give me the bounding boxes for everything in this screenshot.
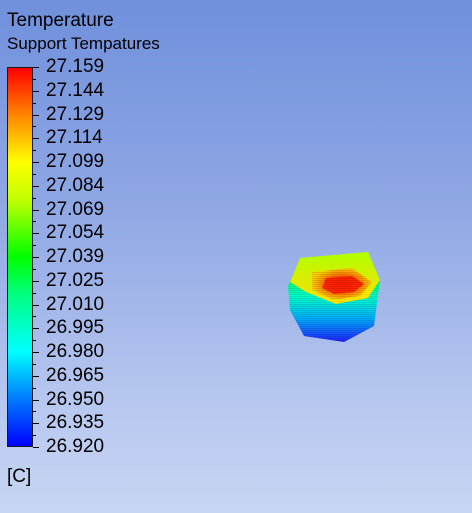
color-scale-label: 26.920 [46,436,105,457]
color-scale-label: 27.159 [46,56,105,77]
color-scale-tick [33,257,39,258]
color-scale-minor-tick [33,221,36,223]
color-scale-label: 27.099 [46,151,105,172]
unit-label: [C] [7,466,32,487]
legend-subtitle: Support Tempatures [7,34,160,53]
color-scale-label: 27.025 [46,269,105,291]
color-scale-tick [33,280,39,282]
color-scale-minor-tick [33,268,36,270]
color-scale-tick [33,328,39,330]
color-scale-tick [33,352,39,353]
color-scale-label: 27.054 [46,222,105,244]
color-scale-minor-tick [33,435,36,437]
color-scale-ticks [33,67,41,448]
color-scale-label: 27.039 [46,246,105,267]
color-scale-tick [33,304,39,306]
color-scale-minor-tick [33,150,36,152]
color-scale-minor-tick [33,197,36,199]
color-scale-tick [33,185,39,187]
color-scale-label: 27.084 [46,174,105,196]
color-scale-minor-tick [33,102,36,104]
color-scale-minor-tick [33,78,36,80]
color-scale-minor-tick [33,411,36,413]
color-scale-label: 27.129 [46,103,105,125]
color-scale-label: 27.010 [46,293,105,315]
model-stripes-top [312,268,372,300]
color-scale-minor-tick [33,292,36,294]
color-scale-minor-tick [33,363,36,365]
color-scale-label: 26.965 [46,364,105,386]
color-scale-tick [33,138,39,140]
color-scale-label: 27.144 [46,79,105,101]
color-scale-minor-tick [33,340,36,342]
color-scale-tick [33,375,39,377]
color-scale-label: 27.114 [46,127,103,149]
color-scale-bar [7,67,33,447]
color-scale-tick [33,423,39,425]
color-scale-tick [33,209,39,211]
color-scale-tick [33,114,39,116]
color-scale-minor-tick [33,316,36,318]
color-scale-minor-tick [33,245,36,247]
color-scale-tick [33,399,39,401]
legend-title: Temperature [7,10,114,31]
color-scale-label: 26.980 [46,341,105,362]
color-scale-minor-tick [33,126,36,128]
color-scale-tick [33,233,39,235]
color-scale-label: 26.935 [46,412,105,434]
color-scale-tick [33,162,39,163]
model-view[interactable] [282,246,384,350]
color-scale-label: 26.950 [46,388,105,410]
color-scale-minor-tick [33,387,36,389]
color-scale-tick [33,90,39,92]
color-scale-tick [33,67,39,68]
color-scale-tick [33,447,39,448]
color-scale-minor-tick [33,173,36,175]
color-scale-label: 27.069 [46,198,105,220]
color-scale-label: 26.995 [46,317,105,339]
